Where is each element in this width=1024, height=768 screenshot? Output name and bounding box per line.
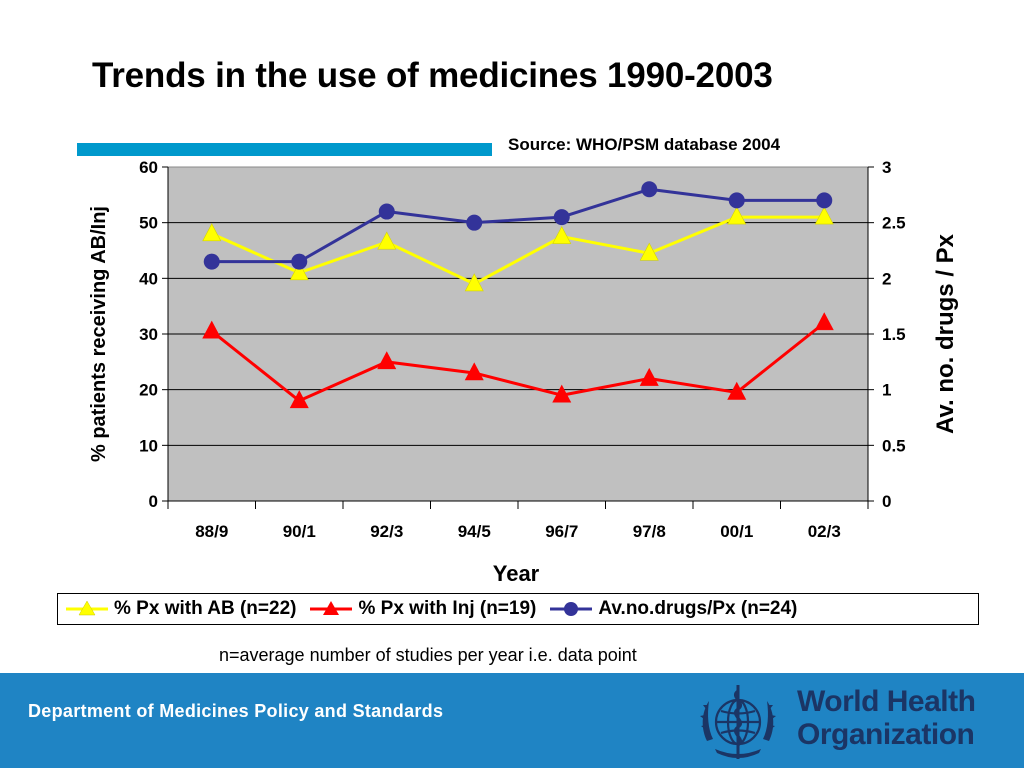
data-point-triangle <box>377 231 397 250</box>
data-point-triangle <box>464 362 484 381</box>
series-layer <box>202 181 834 409</box>
data-point-circle <box>728 192 745 209</box>
accent-bar <box>77 143 492 156</box>
data-point-triangle <box>377 351 397 370</box>
x-tick-label: 94/5 <box>458 522 491 541</box>
data-point-circle <box>466 214 483 231</box>
data-point-triangle <box>464 273 484 292</box>
data-point-triangle <box>289 390 309 409</box>
who-emblem-icon <box>700 685 776 759</box>
who-wordmark-line2: Organization <box>797 718 975 751</box>
x-tick-label: 97/8 <box>633 522 666 541</box>
legend-item-inj: % Px with Inj (n=19) <box>308 598 536 620</box>
data-point-circle <box>203 253 220 270</box>
legend-marker-circle-navy <box>550 602 593 616</box>
data-point-circle <box>378 203 395 220</box>
x-tick-label: 92/3 <box>370 522 403 541</box>
data-point-circle <box>816 192 833 209</box>
footnote: n=average number of studies per year i.e… <box>219 645 637 665</box>
legend-marker-triangle-red <box>310 601 353 615</box>
left-axis-label: % patients receiving AB/Inj <box>88 206 110 462</box>
x-axis-ticks: 88/9 90/1 92/3 94/5 96/7 97/8 00/1 02/3 <box>167 501 869 541</box>
x-tick-label: 00/1 <box>720 522 753 541</box>
x-tick-label: 02/3 <box>808 522 841 541</box>
data-point-triangle <box>814 206 834 225</box>
data-point-triangle <box>552 225 572 244</box>
x-tick-label: 96/7 <box>545 522 578 541</box>
data-point-triangle <box>814 312 834 331</box>
legend-label-drugs: Av.no.drugs/Px (n=24) <box>598 598 798 619</box>
x-tick-label: 90/1 <box>283 522 316 541</box>
left-tick-label: 10 <box>139 436 158 455</box>
right-axis-ticks: 0 0.5 1 1.5 2 2.5 3 <box>868 158 906 511</box>
legend-item-ab: % Px with AB (n=22) <box>64 598 296 620</box>
x-tick-label: 88/9 <box>195 522 228 541</box>
left-tick-label: 20 <box>139 381 158 400</box>
line-chart: 0 10 20 30 40 50 60 0 0.5 1 1.5 2 2.5 3 88/9 90/1 92/3… <box>88 158 959 586</box>
data-point-triangle <box>727 381 747 400</box>
data-point-circle <box>641 181 658 198</box>
who-wordmark: World Health Organization <box>797 685 976 751</box>
right-tick-label: 1 <box>882 381 891 400</box>
left-tick-label: 0 <box>149 492 158 511</box>
data-point-triangle <box>552 384 572 403</box>
data-point-triangle <box>289 262 309 281</box>
data-point-triangle <box>202 320 222 339</box>
series-line-2 <box>211 187 825 264</box>
right-axis-label: Av. no. drugs / Px <box>932 233 959 434</box>
right-tick-label: 1.5 <box>882 325 906 344</box>
series-line-1 <box>210 321 826 403</box>
left-tick-label: 60 <box>139 158 158 177</box>
chart-legend: % Px with AB (n=22) % Px with Inj (n=19)… <box>57 593 979 625</box>
left-tick-label: 40 <box>139 269 158 288</box>
right-tick-label: 2 <box>882 269 891 288</box>
data-point-triangle <box>639 242 659 261</box>
right-tick-label: 3 <box>882 158 891 177</box>
footer-band: Department of Medicines Policy and Stand… <box>0 673 1024 768</box>
data-point-circle <box>553 209 570 226</box>
data-point-triangle <box>202 223 222 242</box>
gridlines <box>168 222 868 446</box>
legend-marker-triangle-yellow <box>66 600 108 616</box>
legend-item-drugs: Av.no.drugs/Px (n=24) <box>548 598 797 620</box>
left-tick-label: 30 <box>139 325 158 344</box>
right-tick-label: 2.5 <box>882 214 906 233</box>
department-name: Department of Medicines Policy and Stand… <box>28 701 444 721</box>
left-axis-ticks: 0 10 20 30 40 50 60 <box>139 158 168 511</box>
right-tick-label: 0 <box>882 492 891 511</box>
source-label: Source: WHO/PSM database 2004 <box>508 135 781 154</box>
slide-title: Trends in the use of medicines 1990-2003 <box>92 56 773 95</box>
x-axis-label: Year <box>493 561 540 586</box>
legend-label-ab: % Px with AB (n=22) <box>114 598 297 619</box>
legend-label-inj: % Px with Inj (n=19) <box>358 598 537 619</box>
data-point-triangle <box>727 206 747 225</box>
right-tick-label: 0.5 <box>882 436 906 455</box>
data-point-triangle <box>639 367 659 386</box>
who-wordmark-line1: World Health <box>797 685 976 718</box>
series-line-0 <box>211 215 825 286</box>
data-point-circle <box>291 253 308 270</box>
left-tick-label: 50 <box>139 214 158 233</box>
